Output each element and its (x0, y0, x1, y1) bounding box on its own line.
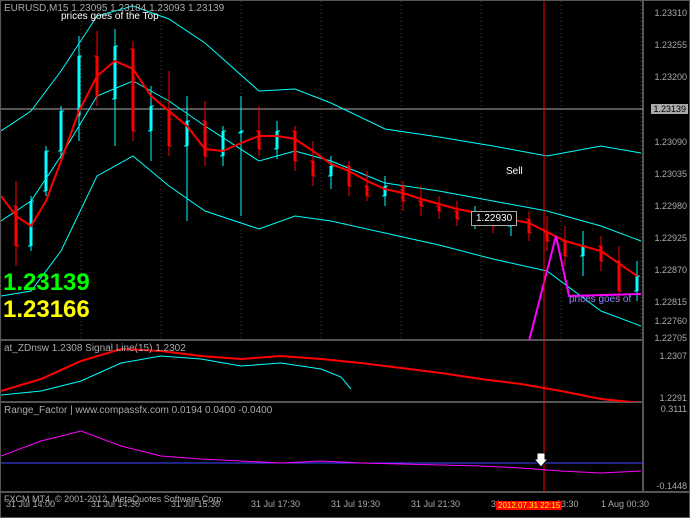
y-axis-label: 1.22815 (654, 297, 687, 307)
price-box: 1.22930 (471, 211, 517, 226)
y-axis-label: -0.1448 (656, 481, 687, 491)
annotation-top: prices goes of the Top (61, 11, 159, 22)
x-axis-label: 31 Jul 15:30 (171, 499, 220, 509)
y-axis-label: 1.22705 (654, 333, 687, 343)
current-price-marker: 1.23139 (651, 104, 688, 114)
price-big-1: 1.23139 (3, 269, 90, 297)
y-axis-label: 1.22760 (654, 316, 687, 326)
main-price-chart[interactable]: EURUSD,M15 1.23095 1.23184 1.23093 1.231… (0, 0, 643, 340)
y-axis-label: 1.2291 (659, 393, 687, 403)
x-axis-label: 1 Aug 00:30 (601, 499, 649, 509)
y-axis-label: 1.23255 (654, 40, 687, 50)
indicator-chart-1[interactable]: at_ZDnsw 1.2308 Signal Line(15) 1.2302 (0, 340, 643, 402)
x-axis-label: 31 Jul 14:00 (6, 499, 55, 509)
annotation-bottom: prices goes of (569, 294, 631, 305)
y-axis-label: 1.23035 (654, 169, 687, 179)
chart-container: EURUSD,M15 1.23095 1.23184 1.23093 1.231… (0, 0, 690, 518)
y-axis-label: 1.23090 (654, 137, 687, 147)
y-axis-label: 1.23310 (654, 8, 687, 18)
y-axis-label: 0.3111 (661, 404, 687, 414)
y-axis-label: 1.22870 (654, 265, 687, 275)
annotation-sell: Sell (506, 166, 523, 177)
y-axis-label: 1.22980 (654, 201, 687, 211)
price-big-2: 1.23166 (3, 296, 90, 324)
y-axis-label: 1.2307 (659, 351, 687, 361)
x-axis-label: 31 Jul 14:30 (91, 499, 140, 509)
indicator-chart-2[interactable]: Range_Factor | www.compassfx.com 0.0194 … (0, 402, 643, 492)
x-axis-label: 31 Jul 19:30 (331, 499, 380, 509)
time-marker: 2012.07.31 22:15 (496, 501, 562, 510)
sub2-title: Range_Factor | www.compassfx.com 0.0194 … (4, 405, 272, 416)
y-axis-label: 1.23200 (654, 72, 687, 82)
y-axis-label: 1.22925 (654, 233, 687, 243)
y-axis: 1.233101.232551.232001.231451.230901.230… (643, 0, 690, 492)
x-axis-label: 31 Jul 17:30 (251, 499, 300, 509)
sub1-title: at_ZDnsw 1.2308 Signal Line(15) 1.2302 (4, 343, 186, 354)
x-axis-label: 31 Jul 21:30 (411, 499, 460, 509)
x-axis: FXCM MT4, © 2001-2012, MetaQuotes Softwa… (0, 492, 690, 518)
